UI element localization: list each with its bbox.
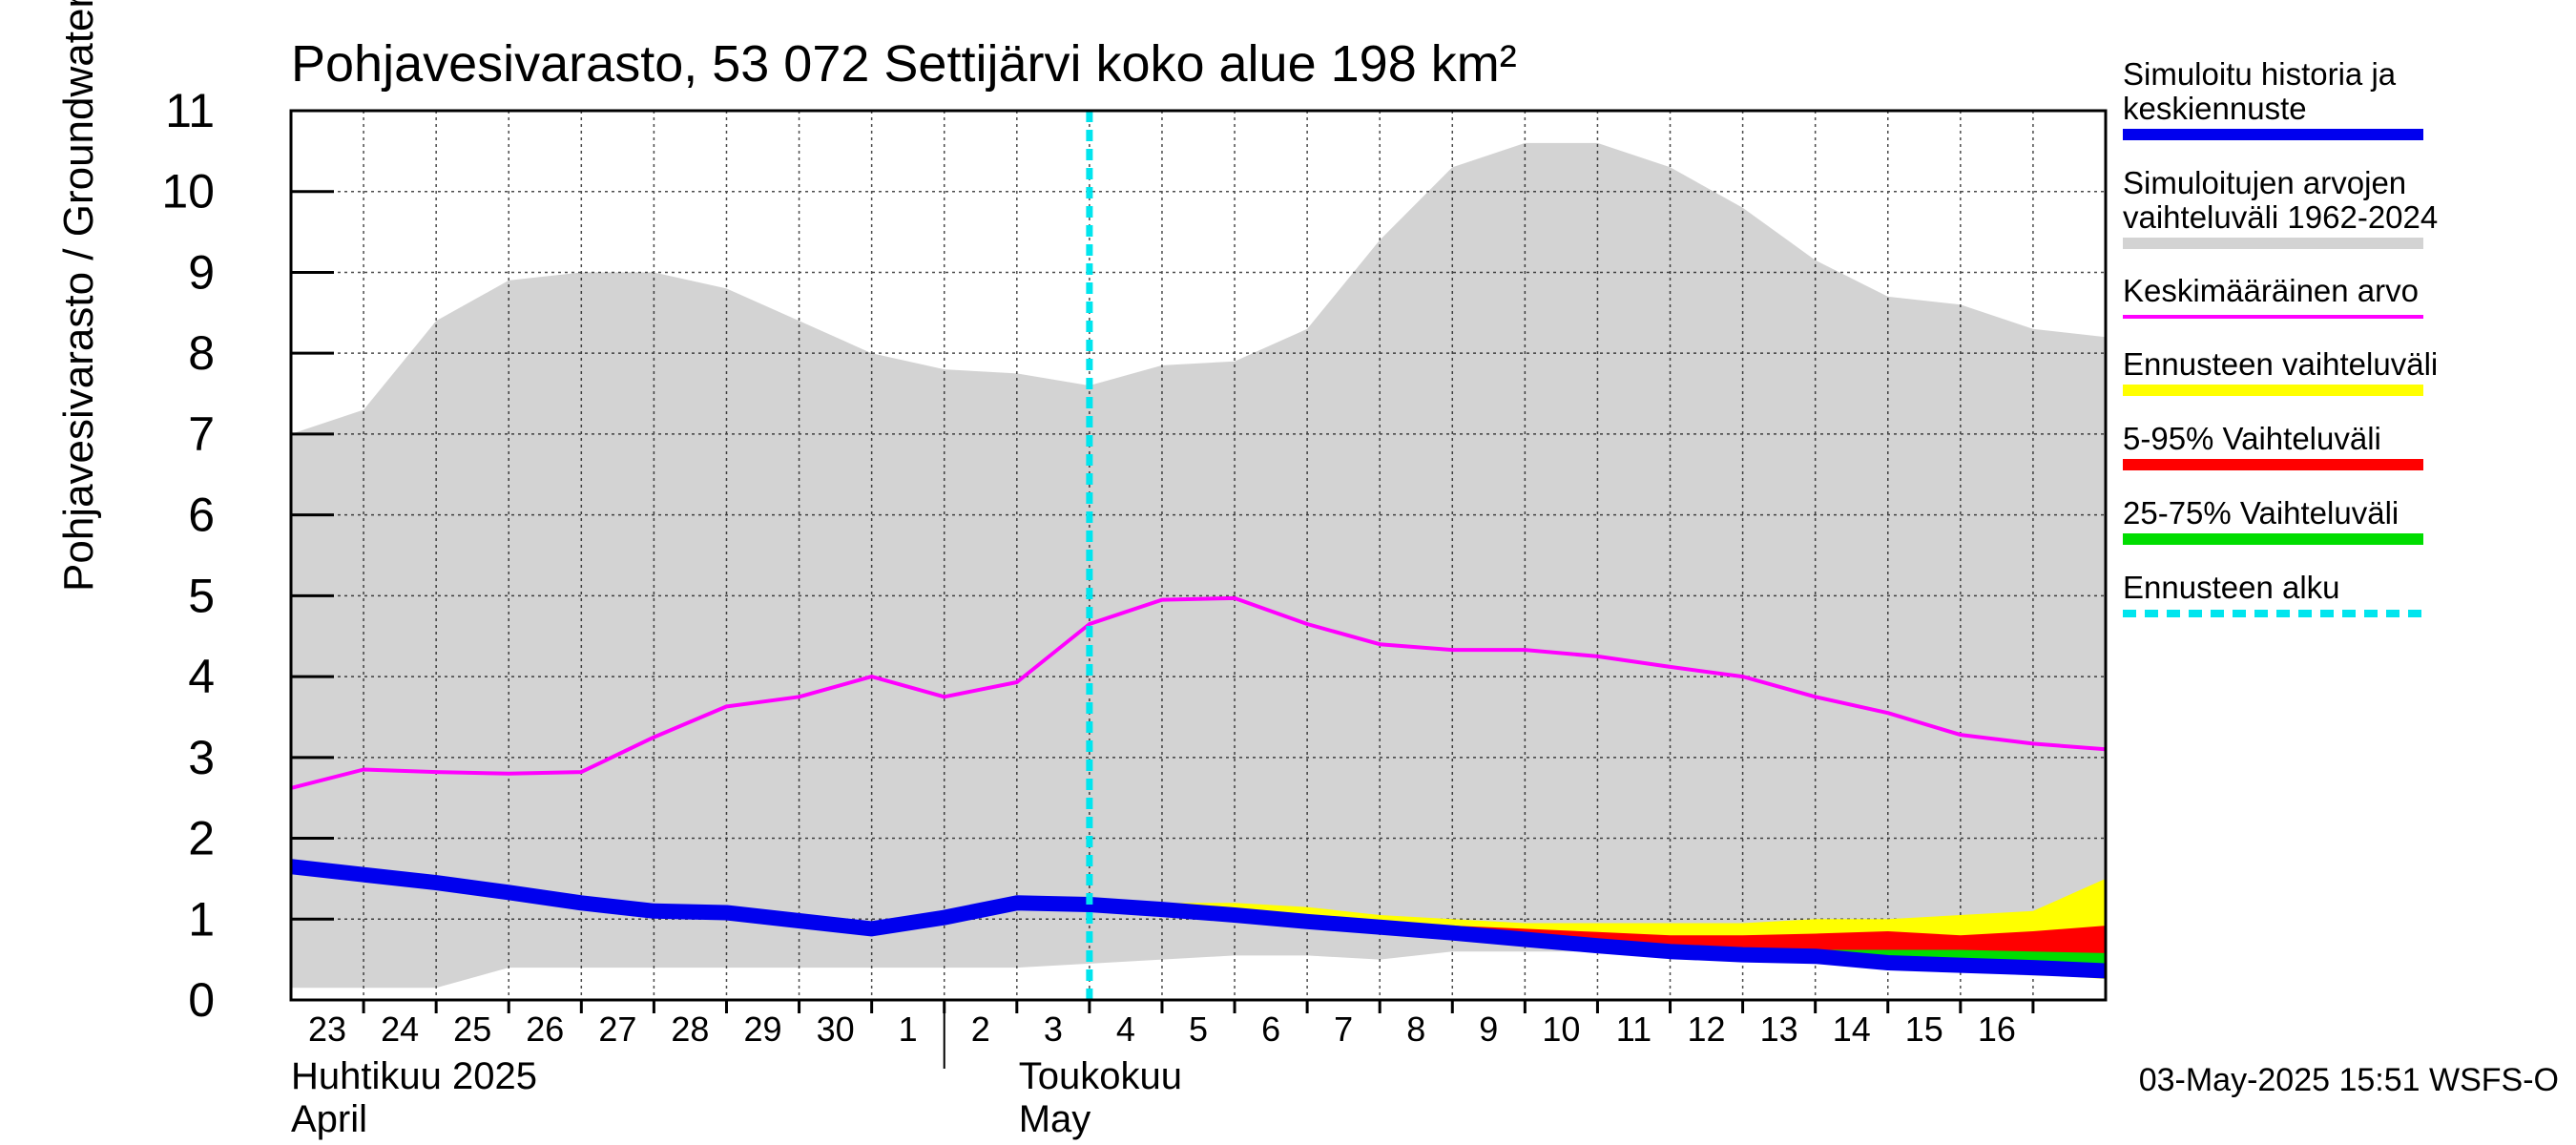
legend-item-25-75-vaihteluvali: 25-75% Vaihteluväli	[2123, 495, 2423, 545]
x-tick-label: 23	[308, 1010, 346, 1049]
chart-title: Pohjavesivarasto, 53 072 Settijärvi koko…	[291, 35, 1517, 93]
x-tick-label: 28	[671, 1010, 709, 1049]
y-tick-label: 9	[188, 245, 215, 299]
legend-label: vaihteluväli 1962-2024	[2123, 199, 2438, 235]
legend-item-ennusteen-vaihteluvali: Ennusteen vaihteluväli	[2123, 346, 2438, 396]
legend: Simuloitu historia jakeskiennusteSimuloi…	[2123, 56, 2438, 617]
y-tick-label: 8	[188, 326, 215, 380]
y-tick-label: 3	[188, 731, 215, 784]
x-tick-label: 16	[1978, 1010, 2016, 1049]
x-tick-label: 5	[1189, 1010, 1208, 1049]
x-tick-label: 24	[381, 1010, 419, 1049]
x-tick-label: 29	[743, 1010, 781, 1049]
legend-label: 5-95% Vaihteluväli	[2123, 421, 2381, 456]
legend-item-keskimaarainen-arvo: Keskimääräinen arvo	[2123, 273, 2423, 319]
legend-label: Ennusteen vaihteluväli	[2123, 346, 2438, 382]
y-tick-label: 6	[188, 489, 215, 542]
x-tick-label: 10	[1542, 1010, 1580, 1049]
x-tick-label: 30	[817, 1010, 855, 1049]
y-tick-label: 5	[188, 569, 215, 622]
x-tick-label: 27	[598, 1010, 636, 1049]
y-tick-label: 4	[188, 650, 215, 703]
timestamp-footer: 03-May-2025 15:51 WSFS-O	[2139, 1062, 2559, 1098]
plot-content	[291, 111, 2106, 1000]
x-tick-label: 12	[1688, 1010, 1726, 1049]
month-label-en: April	[291, 1098, 367, 1140]
y-tick-label: 0	[188, 973, 215, 1027]
legend-label: Simuloitujen arvojen	[2123, 165, 2406, 200]
x-tick-label: 3	[1044, 1010, 1063, 1049]
legend-label: keskiennuste	[2123, 91, 2307, 126]
legend-label: Keskimääräinen arvo	[2123, 273, 2419, 308]
y-axis-label: Pohjavesivarasto / Groundwater storage m…	[55, 0, 102, 592]
legend-item-ennusteen-alku: Ennusteen alku	[2123, 570, 2423, 617]
series-range-band	[291, 142, 2106, 989]
y-tick-label: 10	[161, 165, 215, 219]
x-tick-label: 15	[1905, 1010, 1943, 1049]
x-tick-label: 13	[1760, 1010, 1798, 1049]
series-mean-line	[291, 595, 2106, 790]
x-tick-label: 2	[971, 1010, 990, 1049]
x-tick-label: 9	[1479, 1010, 1498, 1049]
x-tick-label: 8	[1406, 1010, 1425, 1049]
legend-label: Ennusteen alku	[2123, 570, 2340, 605]
x-tick-label: 4	[1116, 1010, 1135, 1049]
series-simulated-line	[291, 859, 2106, 979]
month-label: Toukokuu	[1019, 1055, 1182, 1097]
month-label-en: May	[1019, 1098, 1091, 1140]
x-tick-label: 7	[1334, 1010, 1353, 1049]
x-tick-label: 6	[1261, 1010, 1280, 1049]
grid	[291, 111, 2106, 1000]
x-tick-label: 25	[453, 1010, 491, 1049]
y-tick-label: 2	[188, 812, 215, 865]
x-tick-label: 1	[899, 1010, 918, 1049]
y-tick-label: 7	[188, 407, 215, 461]
y-tick-label: 1	[188, 892, 215, 946]
x-tick-label: 26	[526, 1010, 564, 1049]
month-label: Huhtikuu 2025	[291, 1055, 537, 1097]
plot-frame	[289, 109, 2108, 1002]
legend-label: Simuloitu historia ja	[2123, 56, 2397, 92]
y-tick-label: 11	[165, 84, 215, 137]
x-tick-label: 11	[1616, 1010, 1652, 1049]
x-tick-label: 14	[1833, 1010, 1871, 1049]
legend-label: 25-75% Vaihteluväli	[2123, 495, 2399, 531]
legend-item-5-95-vaihteluvali: 5-95% Vaihteluväli	[2123, 421, 2423, 470]
